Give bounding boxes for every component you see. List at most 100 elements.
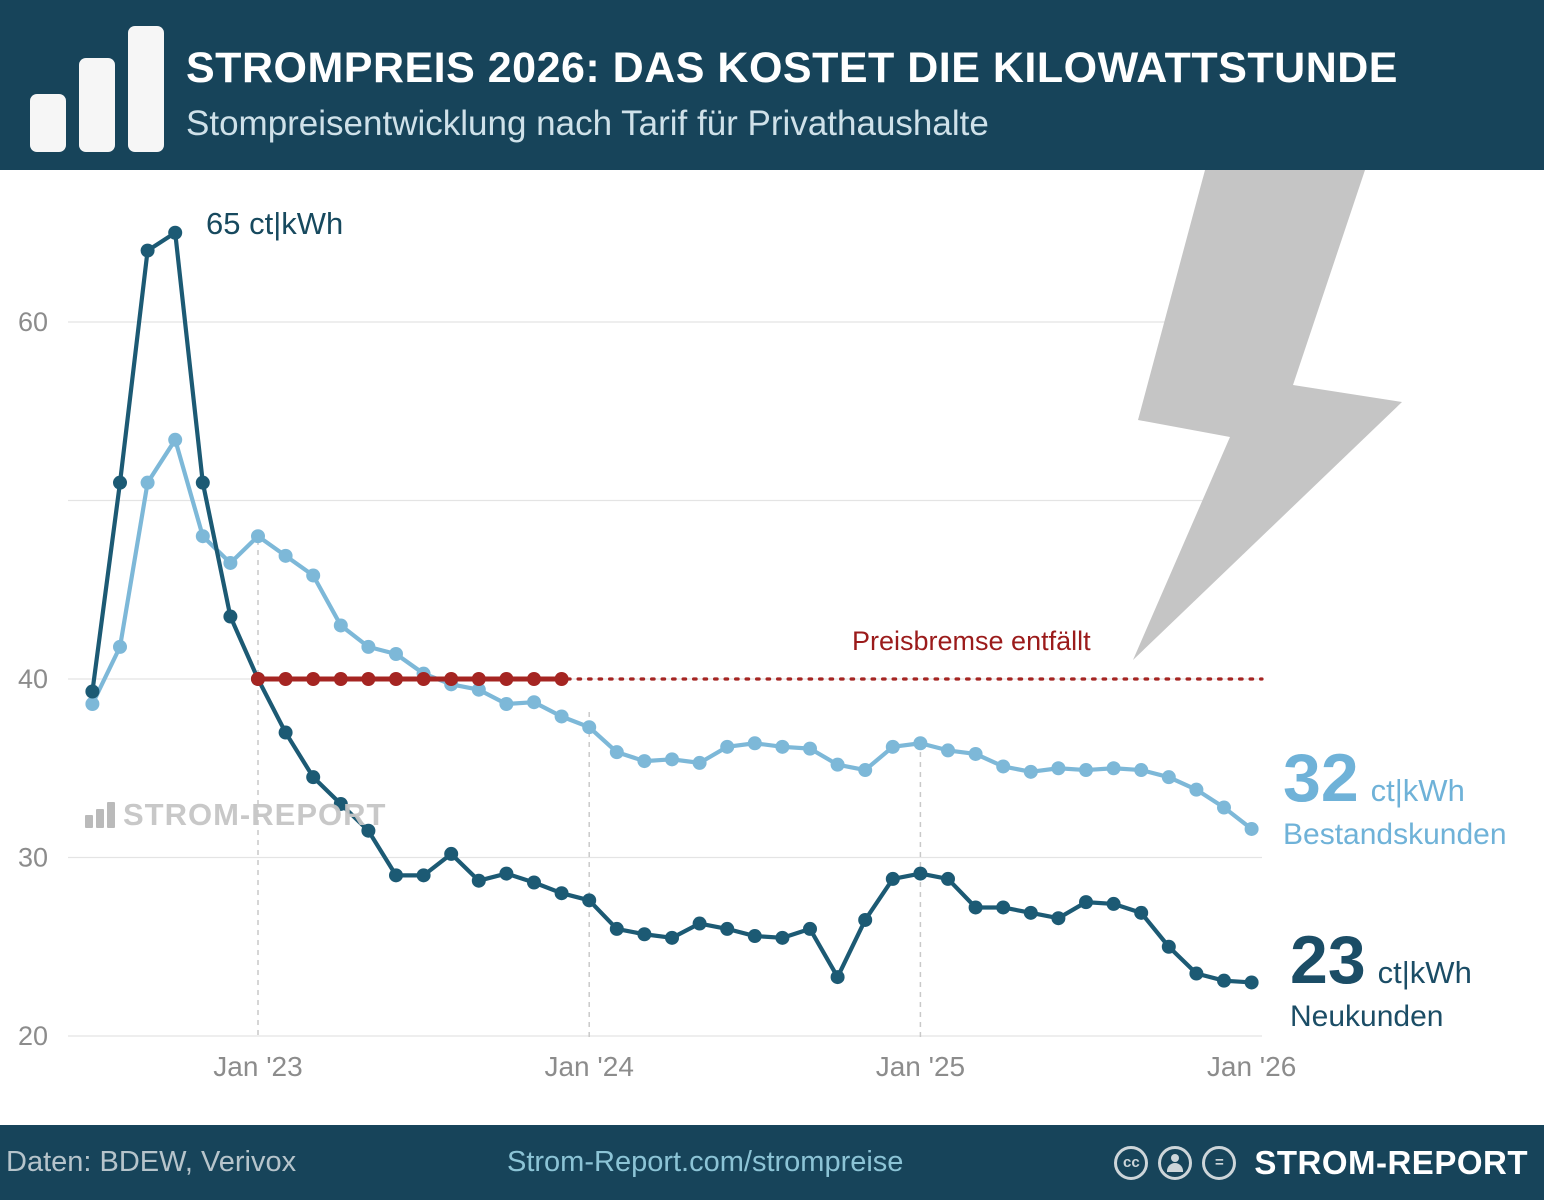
page-title: STROMPREIS 2026: DAS KOSTET DIE KILOWATT… xyxy=(186,44,1398,92)
neukunden-point xyxy=(1134,905,1149,920)
bestandskunden-point xyxy=(1189,782,1204,797)
preisbremse-dot xyxy=(499,672,514,686)
footer-banner: Daten: BDEW, Verivox Strom-Report.com/st… xyxy=(0,1125,1544,1200)
bestandskunden-point xyxy=(609,745,624,760)
neukunden-point xyxy=(361,823,376,838)
preisbremse-dot xyxy=(527,672,541,686)
preisbremse-dot xyxy=(471,672,486,686)
logo-bar-small xyxy=(30,94,66,152)
bestandskunden-point xyxy=(941,743,955,758)
x-tick-label: Jan '25 xyxy=(876,1051,965,1082)
neukunden-point xyxy=(278,725,293,740)
chart-series-layer xyxy=(85,225,1264,990)
bestandskunden-point xyxy=(968,746,983,761)
neukunden-point xyxy=(554,886,569,901)
neukunden-point xyxy=(747,929,762,944)
neukunden-point xyxy=(720,921,735,936)
neukunden-point xyxy=(1189,966,1204,981)
preisbremse-dot xyxy=(306,672,321,686)
neukunden-point xyxy=(609,921,624,936)
neukunden-point xyxy=(665,930,679,945)
neukunden-point xyxy=(637,927,652,942)
bestandskunden-point xyxy=(692,755,707,770)
neukunden-point xyxy=(85,684,100,699)
header-banner: STROMPREIS 2026: DAS KOSTET DIE KILOWATT… xyxy=(0,0,1544,170)
watermark-bar xyxy=(85,815,93,828)
neukunden-point xyxy=(444,846,459,861)
neukunden-point xyxy=(582,893,597,908)
strom-report-watermark: STROM-REPORT xyxy=(85,797,386,833)
bestandskunden-point xyxy=(527,695,541,710)
bestandskunden-point xyxy=(1244,821,1259,836)
y-tick-label: 60 xyxy=(18,307,48,337)
bestandskunden-point xyxy=(1023,764,1038,779)
bestandskunden-point xyxy=(913,736,928,751)
preisbremse-dot xyxy=(333,672,348,686)
bestandskunden-point xyxy=(996,759,1011,774)
peak-price-annotation: 65 ct|kWh xyxy=(206,206,344,241)
neukunden-annotation: 23 ct|kWh Neukunden xyxy=(1290,926,1472,1034)
neukunden-point xyxy=(195,475,210,490)
bestandskunden-point xyxy=(168,432,183,447)
logo-bar-medium xyxy=(79,58,115,152)
bestandskunden-point xyxy=(499,696,514,711)
bestandskunden-point xyxy=(223,555,238,570)
lightning-bolt-watermark xyxy=(1133,170,1402,660)
neukunden-point xyxy=(140,243,155,258)
neukunden-point xyxy=(306,770,321,785)
neukunden-label: Neukunden xyxy=(1290,1000,1444,1033)
preisbremse-dot xyxy=(554,672,569,686)
bestandskunden-point xyxy=(858,763,873,778)
footer-license-brand: cc = STROM-REPORT xyxy=(1114,1144,1528,1182)
neukunden-point xyxy=(471,873,486,888)
preisbremse-annotation: Preisbremse entfällt xyxy=(852,626,1091,656)
neukunden-point xyxy=(996,900,1011,915)
preisbremse-dot xyxy=(278,672,293,686)
neukunden-point xyxy=(692,916,707,931)
y-tick-label: 20 xyxy=(18,1021,48,1051)
bestandskunden-point xyxy=(720,739,735,754)
preisbremse-dot xyxy=(444,672,459,686)
footer-url[interactable]: Strom-Report.com/strompreise xyxy=(507,1146,904,1178)
x-tick-label: Jan '23 xyxy=(213,1051,302,1082)
bestandskunden-point xyxy=(85,696,100,711)
watermark-bars-icon xyxy=(85,802,115,833)
person-head xyxy=(1171,1153,1180,1162)
neukunden-point xyxy=(1217,973,1231,988)
bestandskunden-point xyxy=(361,639,376,654)
neukunden-point xyxy=(858,912,873,927)
neukunden-point xyxy=(941,871,955,886)
page-subtitle: Stompreisentwicklung nach Tarif für Priv… xyxy=(186,104,989,143)
bestandskunden-point xyxy=(1079,763,1093,778)
neukunden-point xyxy=(416,868,431,883)
bestandskunden-point xyxy=(195,529,210,544)
bestandskunden-point xyxy=(1217,800,1231,815)
watermark-bar xyxy=(96,809,104,828)
neukunden-point xyxy=(223,609,238,624)
bestandskunden-point xyxy=(140,475,155,490)
cc-glyph: cc xyxy=(1122,1154,1140,1171)
neukunden-unit: ct|kWh xyxy=(1377,955,1472,990)
bar-chart-logo-icon xyxy=(30,26,164,152)
bestandskunden-point xyxy=(251,529,265,544)
neukunden-point xyxy=(1051,911,1066,926)
bestandskunden-point xyxy=(830,757,845,772)
preisbremse-dot xyxy=(416,672,431,686)
neukunden-point xyxy=(527,875,541,890)
equal-icon: = xyxy=(1202,1145,1237,1180)
cc-icon: cc xyxy=(1114,1145,1149,1180)
neukunden-point xyxy=(499,866,514,881)
neukunden-point xyxy=(389,868,403,883)
neukunden-point xyxy=(1023,905,1038,920)
bestandskunden-point xyxy=(306,568,321,583)
bestandskunden-point xyxy=(582,720,597,735)
logo-bar-large xyxy=(128,26,164,152)
bestandskunden-point xyxy=(1134,763,1149,778)
bestandskunden-point xyxy=(775,739,790,754)
bestandskunden-point xyxy=(665,752,679,767)
bestandskunden-point xyxy=(885,739,900,754)
neukunden-point xyxy=(333,796,348,811)
neukunden-point xyxy=(1106,896,1121,911)
bestandskunden-label: Bestandskunden xyxy=(1283,818,1507,851)
